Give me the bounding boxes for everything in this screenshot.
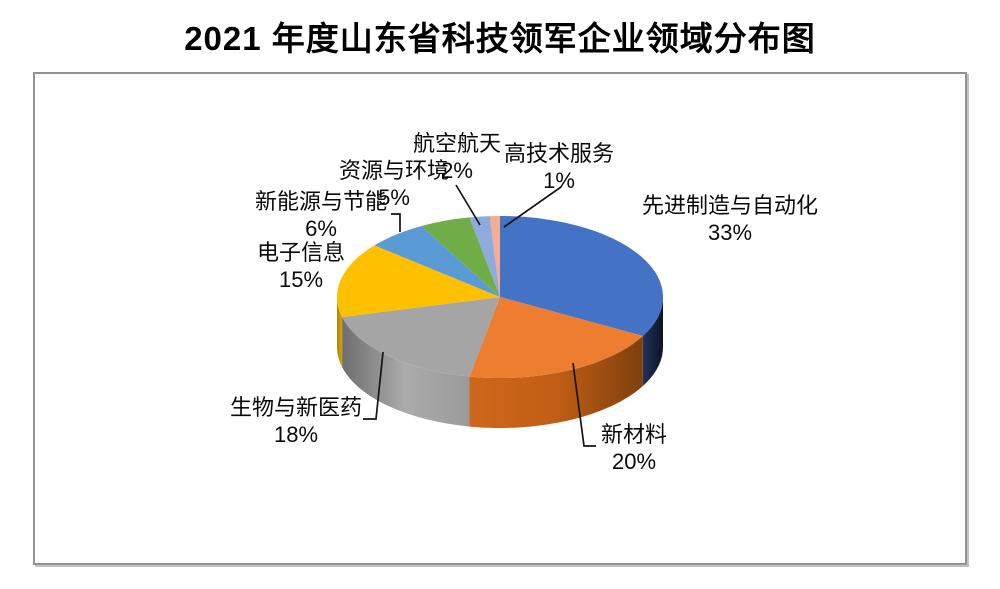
slice-name: 高技术服务	[503, 141, 615, 166]
label-advanced-manufacturing-automation: 先进制造与自动化 33%	[642, 192, 818, 246]
slice-percent: 20%	[611, 449, 657, 474]
slice-name: 新能源与节能	[254, 189, 388, 214]
slice-percent: 5%	[378, 185, 410, 210]
slice-percent: 2%	[441, 158, 473, 183]
slice-name: 航空航天	[412, 131, 502, 156]
chart-title: 2021 年度山东省科技领军企业领域分布图	[184, 20, 816, 57]
slice-percent: 18%	[273, 422, 319, 447]
slice-percent: 15%	[278, 267, 324, 292]
slice-name: 生物与新医药	[229, 395, 363, 420]
slice-name: 资源与环境	[338, 158, 450, 183]
label-electronic-information: 电子信息 15%	[257, 239, 345, 293]
label-aerospace: 航空航天 2%	[413, 130, 501, 184]
slice-name: 电子信息	[256, 240, 346, 265]
slice-percent: 1%	[543, 168, 575, 193]
slice-name: 新材料	[600, 422, 668, 447]
label-new-materials: 新材料 20%	[601, 421, 667, 475]
label-hightech-service: 高技术服务 1%	[504, 140, 614, 194]
label-biomedicine: 生物与新医药 18%	[230, 394, 362, 448]
slice-percent: 33%	[707, 220, 753, 245]
slice-percent: 6%	[305, 216, 337, 241]
label-resources-environment: 资源与环境 5%	[339, 157, 449, 211]
slice-name: 先进制造与自动化	[641, 193, 819, 218]
label-new-energy: 新能源与节能 6%	[255, 188, 387, 242]
